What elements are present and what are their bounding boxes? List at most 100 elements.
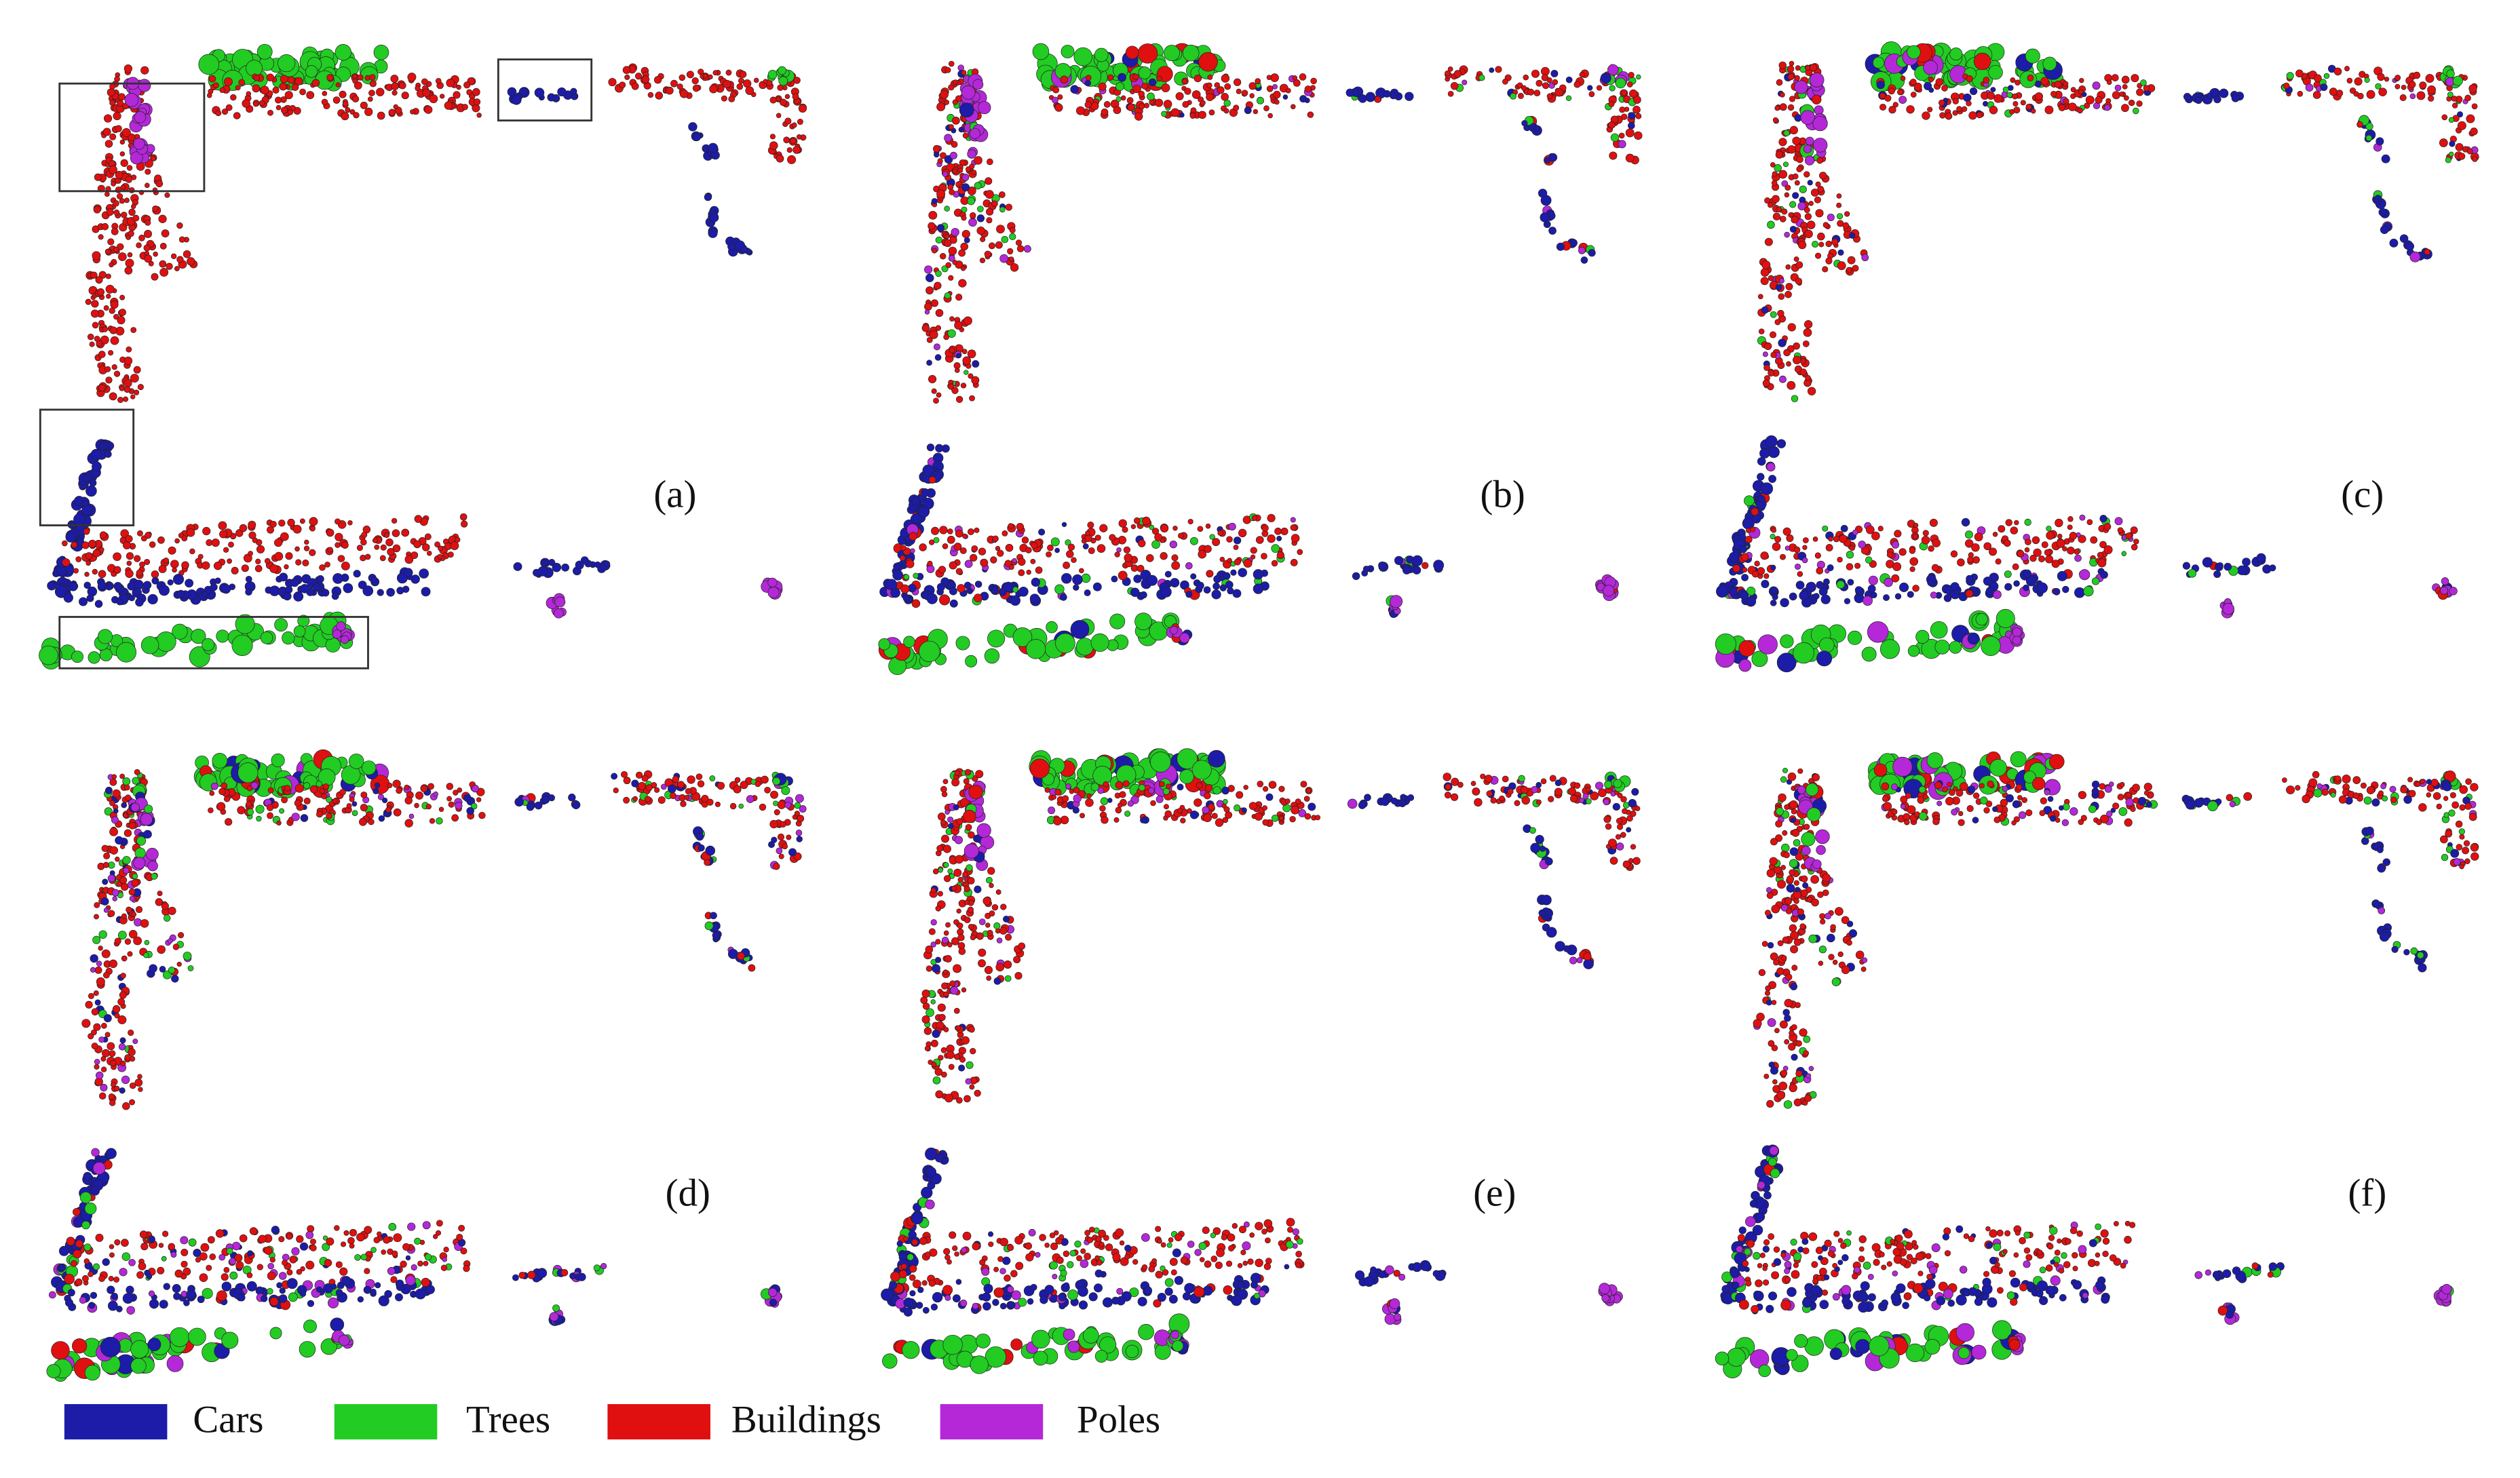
point — [1450, 793, 1459, 801]
point — [978, 547, 987, 556]
point — [1358, 801, 1367, 809]
point — [1778, 293, 1785, 300]
point — [186, 528, 195, 537]
point — [90, 448, 102, 461]
point — [304, 539, 309, 545]
point — [2099, 541, 2107, 549]
point — [961, 349, 968, 355]
point — [935, 444, 944, 452]
point — [1615, 77, 1626, 89]
point — [972, 360, 980, 368]
point — [223, 547, 229, 553]
point — [98, 1275, 105, 1282]
point — [134, 769, 140, 775]
point — [174, 538, 180, 544]
point — [940, 152, 947, 159]
point — [1774, 536, 1782, 543]
point — [784, 802, 792, 809]
point — [90, 1186, 100, 1196]
point — [1100, 797, 1109, 805]
point — [346, 803, 352, 809]
point — [83, 1171, 92, 1181]
point — [109, 166, 117, 174]
point — [990, 556, 997, 564]
point — [1777, 309, 1784, 317]
point — [1224, 83, 1232, 90]
point — [796, 836, 803, 842]
point — [1054, 584, 1065, 594]
point — [356, 1232, 365, 1242]
point — [2213, 570, 2221, 578]
point — [1833, 535, 1840, 543]
point — [1828, 536, 1833, 542]
point — [408, 813, 415, 819]
point — [94, 600, 103, 608]
point — [161, 229, 170, 237]
point — [96, 977, 105, 986]
point — [1383, 90, 1391, 98]
point — [145, 182, 150, 189]
point — [930, 299, 938, 307]
point — [1822, 266, 1829, 273]
point — [1930, 591, 1937, 599]
point — [1849, 232, 1856, 239]
point — [247, 1250, 254, 1257]
point — [1770, 311, 1777, 318]
point — [1090, 633, 1109, 652]
point — [1120, 95, 1126, 101]
point — [429, 818, 436, 824]
point — [1046, 551, 1052, 558]
point — [2452, 102, 2458, 109]
point — [1101, 816, 1109, 824]
point — [1791, 216, 1799, 224]
point — [159, 268, 169, 277]
point — [370, 1247, 377, 1253]
point — [415, 1288, 426, 1300]
point — [213, 82, 219, 89]
point — [1161, 83, 1170, 92]
point — [210, 583, 218, 591]
point — [248, 531, 256, 539]
point — [102, 128, 111, 136]
point — [102, 326, 108, 332]
point — [1113, 106, 1122, 115]
point — [103, 305, 109, 311]
point — [759, 803, 767, 811]
point — [403, 568, 413, 577]
point — [892, 570, 903, 581]
point — [513, 562, 522, 571]
point — [708, 228, 718, 238]
point — [1272, 84, 1278, 90]
point — [2074, 587, 2085, 598]
point — [84, 1365, 100, 1381]
point — [157, 536, 165, 544]
point — [1550, 70, 1559, 77]
point — [92, 1263, 100, 1270]
point — [554, 608, 564, 619]
point — [386, 587, 395, 597]
point — [2067, 102, 2077, 111]
point — [157, 945, 166, 954]
point — [1457, 781, 1464, 788]
point — [274, 618, 288, 631]
point — [1634, 131, 1643, 140]
point — [1540, 845, 1546, 852]
point — [1236, 791, 1244, 799]
point — [1757, 456, 1766, 466]
point — [1803, 320, 1813, 329]
point — [2305, 83, 2314, 92]
point — [309, 1244, 317, 1251]
point — [961, 85, 976, 100]
point — [2040, 77, 2049, 85]
point — [1626, 815, 1633, 822]
point — [56, 566, 67, 577]
point — [1228, 522, 1236, 531]
point — [109, 100, 116, 106]
point — [928, 210, 938, 220]
point — [279, 572, 288, 582]
point — [1205, 523, 1211, 529]
point — [274, 551, 284, 561]
point — [299, 88, 306, 96]
point — [232, 1241, 241, 1251]
point — [953, 804, 959, 811]
